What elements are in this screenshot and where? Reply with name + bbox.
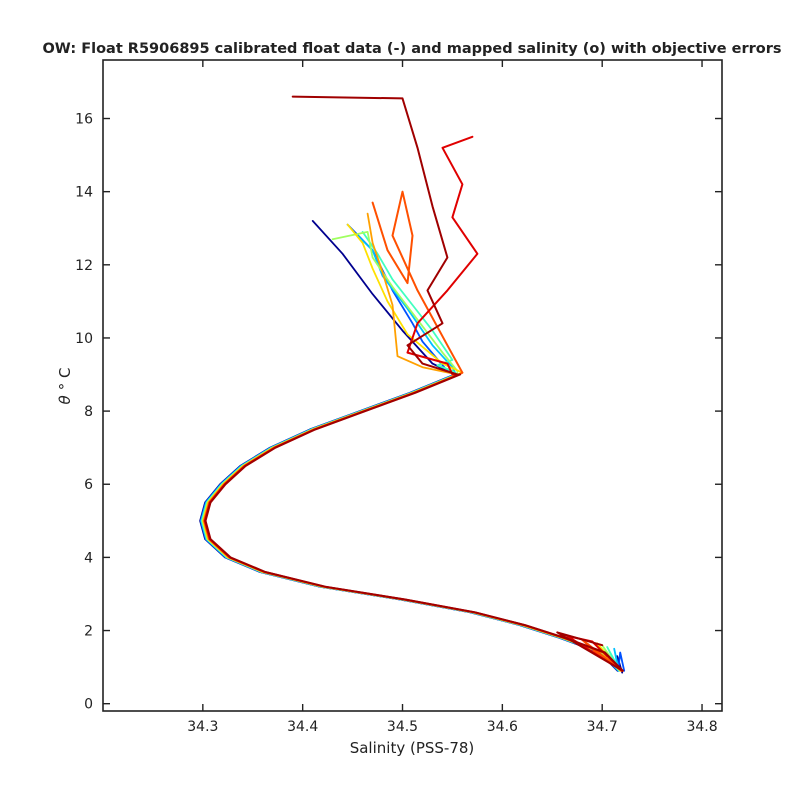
plot-area (103, 60, 722, 711)
x-tick-label: 34.3 (187, 719, 218, 735)
y-tick-label: 8 (84, 404, 93, 420)
y-tick-label: 12 (75, 258, 93, 274)
x-tick-label: 34.4 (287, 719, 318, 735)
y-tick-label: 2 (84, 624, 93, 640)
y-tick-label: 14 (75, 185, 93, 201)
y-tick-label: 6 (84, 477, 93, 493)
y-axis-symbol: θ (56, 395, 74, 404)
y-tick-label: 0 (84, 697, 93, 713)
y-axis-unit: ° C (56, 368, 74, 391)
svg-text:θ° C: θ ° C (56, 368, 74, 405)
y-tick-label: 16 (75, 112, 93, 128)
plot-frame (102, 59, 723, 712)
chart-title: OW: Float R5906895 calibrated float data… (42, 41, 781, 57)
x-axis-label: Salinity (PSS-78) (350, 739, 475, 757)
y-tick-label: 4 (84, 550, 93, 566)
axis-ticks: 34.3 34.4 34.5 34.6 34.7 34.8 0 2 4 6 8 10 12 14 16 (75, 60, 722, 735)
y-axis-label: θ ° C (56, 368, 74, 405)
x-tick-label: 34.5 (387, 719, 418, 735)
profile-lines (199, 95, 626, 674)
profile-series-line (204, 95, 624, 672)
x-tick-label: 34.7 (587, 719, 618, 735)
y-tick-label: 10 (75, 331, 93, 347)
x-tick-label: 34.8 (686, 719, 717, 735)
x-tick-label: 34.6 (487, 719, 518, 735)
